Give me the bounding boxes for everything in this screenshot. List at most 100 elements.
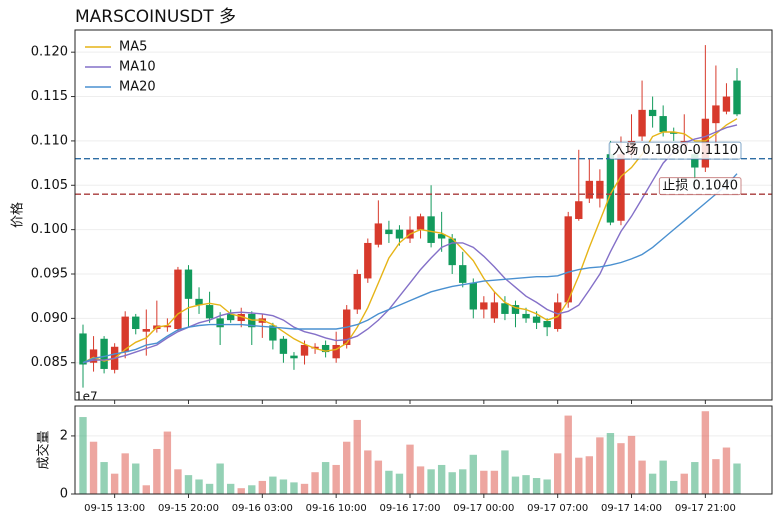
volume-bar [596, 437, 604, 494]
volume-bar [585, 456, 594, 494]
candle-body [279, 338, 288, 354]
candle-body [226, 313, 235, 321]
ma-line [82, 173, 738, 364]
y-tick-label: 0.120 [31, 45, 68, 60]
volume-axis-label: 成交量 [36, 430, 52, 469]
volume-bar [248, 485, 256, 494]
chart-title: MARSCOINUSDT 多 [75, 7, 236, 27]
candle-body [564, 216, 572, 303]
candle-body [427, 216, 435, 243]
volume-bar [195, 479, 203, 494]
candle-body [490, 302, 499, 319]
volume-bar [627, 435, 636, 494]
volume-bar [121, 453, 129, 494]
candle-body [501, 303, 509, 314]
legend-label: MA20 [119, 80, 156, 95]
volume-bar [353, 419, 361, 494]
candle-body [142, 329, 150, 332]
candle-body [691, 154, 699, 168]
candle-body [385, 229, 393, 235]
candle-body [543, 321, 551, 328]
candle-body [522, 313, 530, 319]
candle-body [205, 305, 214, 319]
candle-body [163, 325, 172, 328]
volume-bar [332, 464, 340, 494]
volume-bar [79, 417, 87, 494]
volume-bar [174, 469, 182, 494]
offset-label: 1e7 [75, 390, 98, 404]
volume-bar [110, 473, 119, 494]
candle-body [89, 349, 98, 363]
candle-body [184, 269, 193, 299]
candle-body [364, 242, 372, 279]
candle-body [353, 274, 361, 310]
x-tick-label: 09-17 21:00 [675, 503, 736, 514]
volume-bar [511, 476, 520, 494]
volume-bar [258, 480, 267, 494]
legend-label: MA5 [119, 40, 147, 55]
volume-bar [670, 480, 678, 494]
candle-body [132, 316, 140, 330]
volume-bar [553, 453, 562, 494]
candle-body [311, 346, 319, 349]
volume-bar [448, 472, 456, 494]
volume-bar [480, 470, 488, 494]
volume-bar [311, 472, 319, 494]
candle-body [174, 269, 182, 330]
candle-body [290, 355, 298, 359]
volume-bar [606, 433, 615, 494]
y-tick-label: 0.085 [31, 355, 68, 370]
candle-body [575, 201, 583, 219]
x-tick-label: 09-17 00:00 [453, 503, 514, 514]
level-label: 止损 0.1040 [662, 179, 738, 194]
volume-bar [532, 478, 541, 494]
y-tick-label: 0.090 [31, 311, 68, 326]
candle-body [659, 116, 667, 133]
candle-body [480, 302, 488, 310]
candle-body [269, 325, 277, 341]
candle-body [596, 180, 604, 199]
candle-body [237, 313, 245, 322]
volume-bar [659, 460, 667, 494]
candle-body [511, 305, 520, 314]
candle-body [321, 344, 330, 353]
volume-bar [427, 469, 435, 494]
volume-bar [343, 441, 351, 494]
volume-bar [142, 485, 150, 494]
y-tick-label: 0.100 [31, 222, 68, 237]
level-label-box [608, 141, 742, 160]
y-tick-label: 0.115 [31, 89, 68, 104]
candle-body [448, 238, 456, 266]
plot-frame [74, 29, 773, 401]
volume-bar [712, 459, 720, 494]
volume-bar [132, 463, 140, 494]
x-tick-label: 09-17 07:00 [527, 503, 588, 514]
volume-frame [74, 405, 773, 495]
legend-label: MA10 [119, 60, 156, 75]
volume-bar [416, 466, 425, 494]
volume-bar [279, 479, 288, 494]
candle-body [216, 318, 224, 328]
candle-body [469, 282, 477, 310]
candle-body [374, 223, 383, 245]
volume-bar [300, 483, 309, 494]
level-label-box [658, 177, 742, 196]
ma-line [82, 124, 738, 364]
volume-bar [638, 460, 646, 494]
volume-bar [406, 444, 414, 494]
volume-bar [617, 443, 625, 494]
candle-body [459, 265, 467, 283]
volume-bar [89, 441, 98, 494]
volume-bar [722, 447, 731, 494]
volume-bar [680, 473, 688, 494]
candle-body [638, 109, 646, 137]
volume-bar [216, 463, 224, 494]
x-tick-label: 09-17 14:00 [601, 503, 662, 514]
candle-body [437, 234, 446, 239]
volume-bar [395, 473, 404, 494]
volume-bar [237, 488, 245, 494]
candle-body [532, 316, 541, 323]
candle-body [395, 229, 404, 239]
candle-body [670, 132, 678, 134]
